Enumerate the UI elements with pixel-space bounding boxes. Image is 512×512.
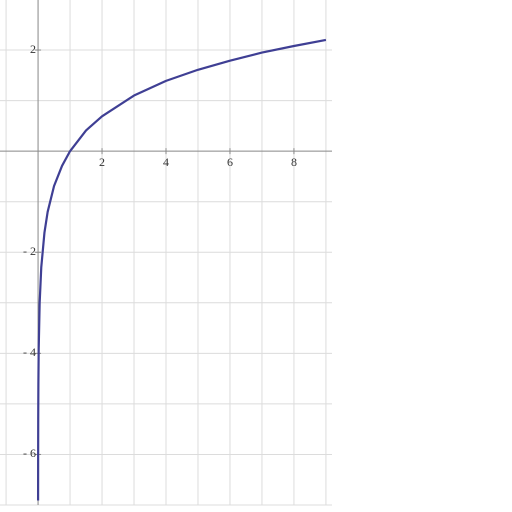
line-series bbox=[36, 38, 327, 501]
y-tick-label: 2 bbox=[30, 42, 36, 56]
x-tick-label: 2 bbox=[99, 155, 105, 169]
y-tick-label: - 6 bbox=[23, 446, 36, 460]
x-tick-label: 4 bbox=[163, 155, 169, 169]
x-tick-label: 8 bbox=[291, 155, 297, 169]
y-tick-label: - 4 bbox=[23, 345, 36, 359]
x-tick-label: 6 bbox=[227, 155, 233, 169]
y-tick-label: - 2 bbox=[23, 244, 36, 258]
